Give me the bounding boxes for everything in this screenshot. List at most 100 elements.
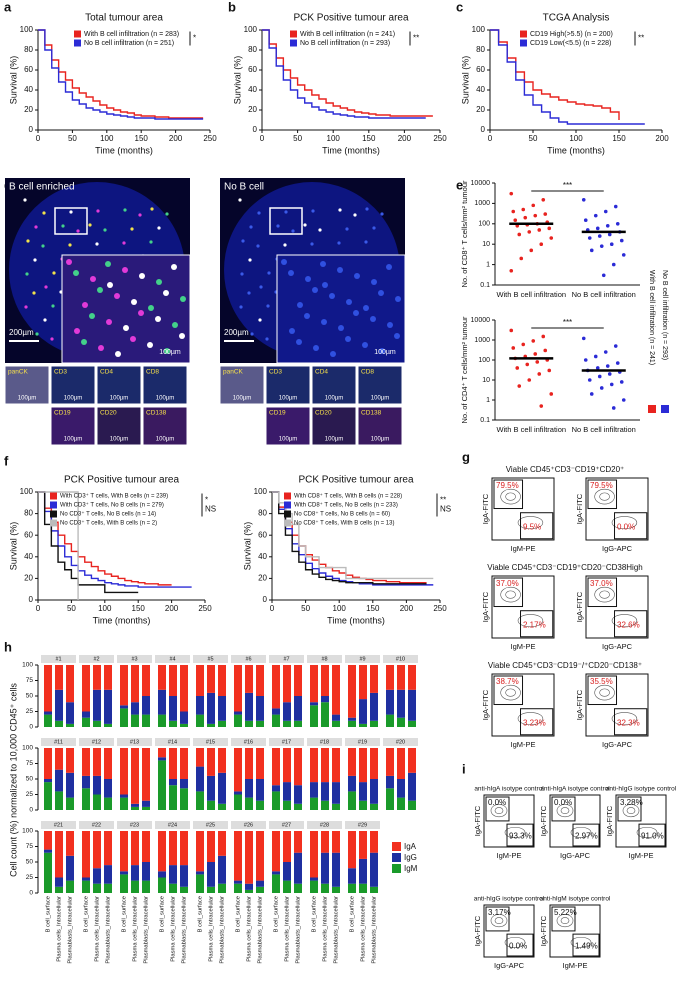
gate-percentage: 0.0% [509,942,527,951]
bar-segment [310,877,318,881]
channel-image [50,365,96,405]
cell-dot [330,351,336,357]
channel-label: CD3 [269,369,282,376]
gate-percentage: 0.0% [617,523,635,532]
group-header [79,738,114,746]
bar-segment [44,665,52,712]
gate [587,479,618,510]
bar-segment [196,874,204,893]
bar-segment [408,689,416,721]
bar-segment [234,791,242,795]
bar-segment [283,702,291,721]
bar-segment [180,886,188,893]
cell-dot [41,244,45,248]
x-tick-label: 50 [301,604,310,613]
group-header [41,821,76,829]
survival-curve [490,29,620,120]
y-tick-label: 10000 [471,317,491,324]
y-tick-label: 80 [258,509,267,518]
bar-segment [321,800,329,810]
cell-dot [284,210,288,214]
bar-segment [283,665,291,703]
bar-segment [332,720,340,727]
group-label: #19 [358,739,367,745]
survival-curve [262,29,433,117]
bar-segment [386,775,394,789]
bar-segment [332,748,340,783]
x-axis-label: Time (months) [322,145,380,155]
plot-title: anti-hIgM isotype control [540,896,611,903]
x-axis-label: Time (months) [93,615,151,625]
group-header [193,655,228,663]
dot [525,362,530,367]
x-tick-label: B cell_surface [46,896,52,932]
cell-dot [138,310,144,316]
gate [493,577,524,608]
channel-label: CD19 [269,410,286,417]
x-tick-label: Plasma cells_Intracellular [95,896,101,962]
gate [572,933,600,957]
channel-image [96,406,142,446]
bar-segment [294,883,302,893]
bar-segment [158,760,166,810]
bar-segment [283,862,291,881]
y-tick-label: 0 [253,125,258,134]
group-label: #16 [244,739,253,745]
y-tick-label: 100 [254,487,268,496]
bar-segment [66,831,74,856]
bar-segment [283,720,291,727]
cell-dot [241,239,245,243]
legend-label: No B cell infiltration (n = 293) [300,40,390,47]
group-header [117,821,152,829]
legend-swatch [392,853,401,862]
cell-dot [370,316,376,322]
panel-label: b [228,0,236,14]
gate [485,796,510,822]
bar-segment [158,757,166,761]
x-tick-label: Plasma cells_Intracellular [323,896,329,962]
y-axis-label: Survival (%) [8,56,18,105]
bar-segment [66,702,74,724]
bar-segment [256,779,264,801]
bar-segment [272,748,280,786]
chart-title: Total tumour area [85,13,163,24]
cell-dot [138,213,142,217]
channel-image [265,406,311,446]
dot [539,404,544,408]
bar-segment [120,794,128,798]
bar-segment [245,779,253,798]
group-label: #25 [206,822,215,828]
y-tick-label: 25 [26,791,34,798]
panel-label: h [4,639,12,654]
bar-segment [158,748,166,758]
chart-title: PCK Positive tumour area [293,13,408,24]
cell-dot [250,332,254,336]
y-tick-label: 0 [29,595,34,604]
significance: *** [563,181,572,190]
x-tick-label: 150 [132,604,146,613]
bar-segment [272,708,280,715]
group-label: #3 [131,656,137,662]
group-label: #6 [245,656,251,662]
bar-segment [196,831,204,872]
cell-dot [122,267,128,273]
dot [517,232,522,237]
bar-segment [370,665,378,693]
y-tick-label: 40 [476,85,485,94]
dot [603,209,608,214]
x-tick-label: B cell_surface [198,896,204,932]
bar-segment [66,748,74,773]
gate [572,823,600,847]
bar-segment [272,665,280,709]
bar-segment [169,865,177,884]
scale-bar-label: 100µm [64,396,82,402]
bar-segment [386,689,394,715]
dot [533,352,538,356]
x-axis-label: IgG-APC [602,544,633,553]
bar-segment [348,883,356,893]
dot [549,236,554,240]
dot [583,358,588,362]
bar-segment [348,868,356,884]
bar-segment [131,748,139,804]
